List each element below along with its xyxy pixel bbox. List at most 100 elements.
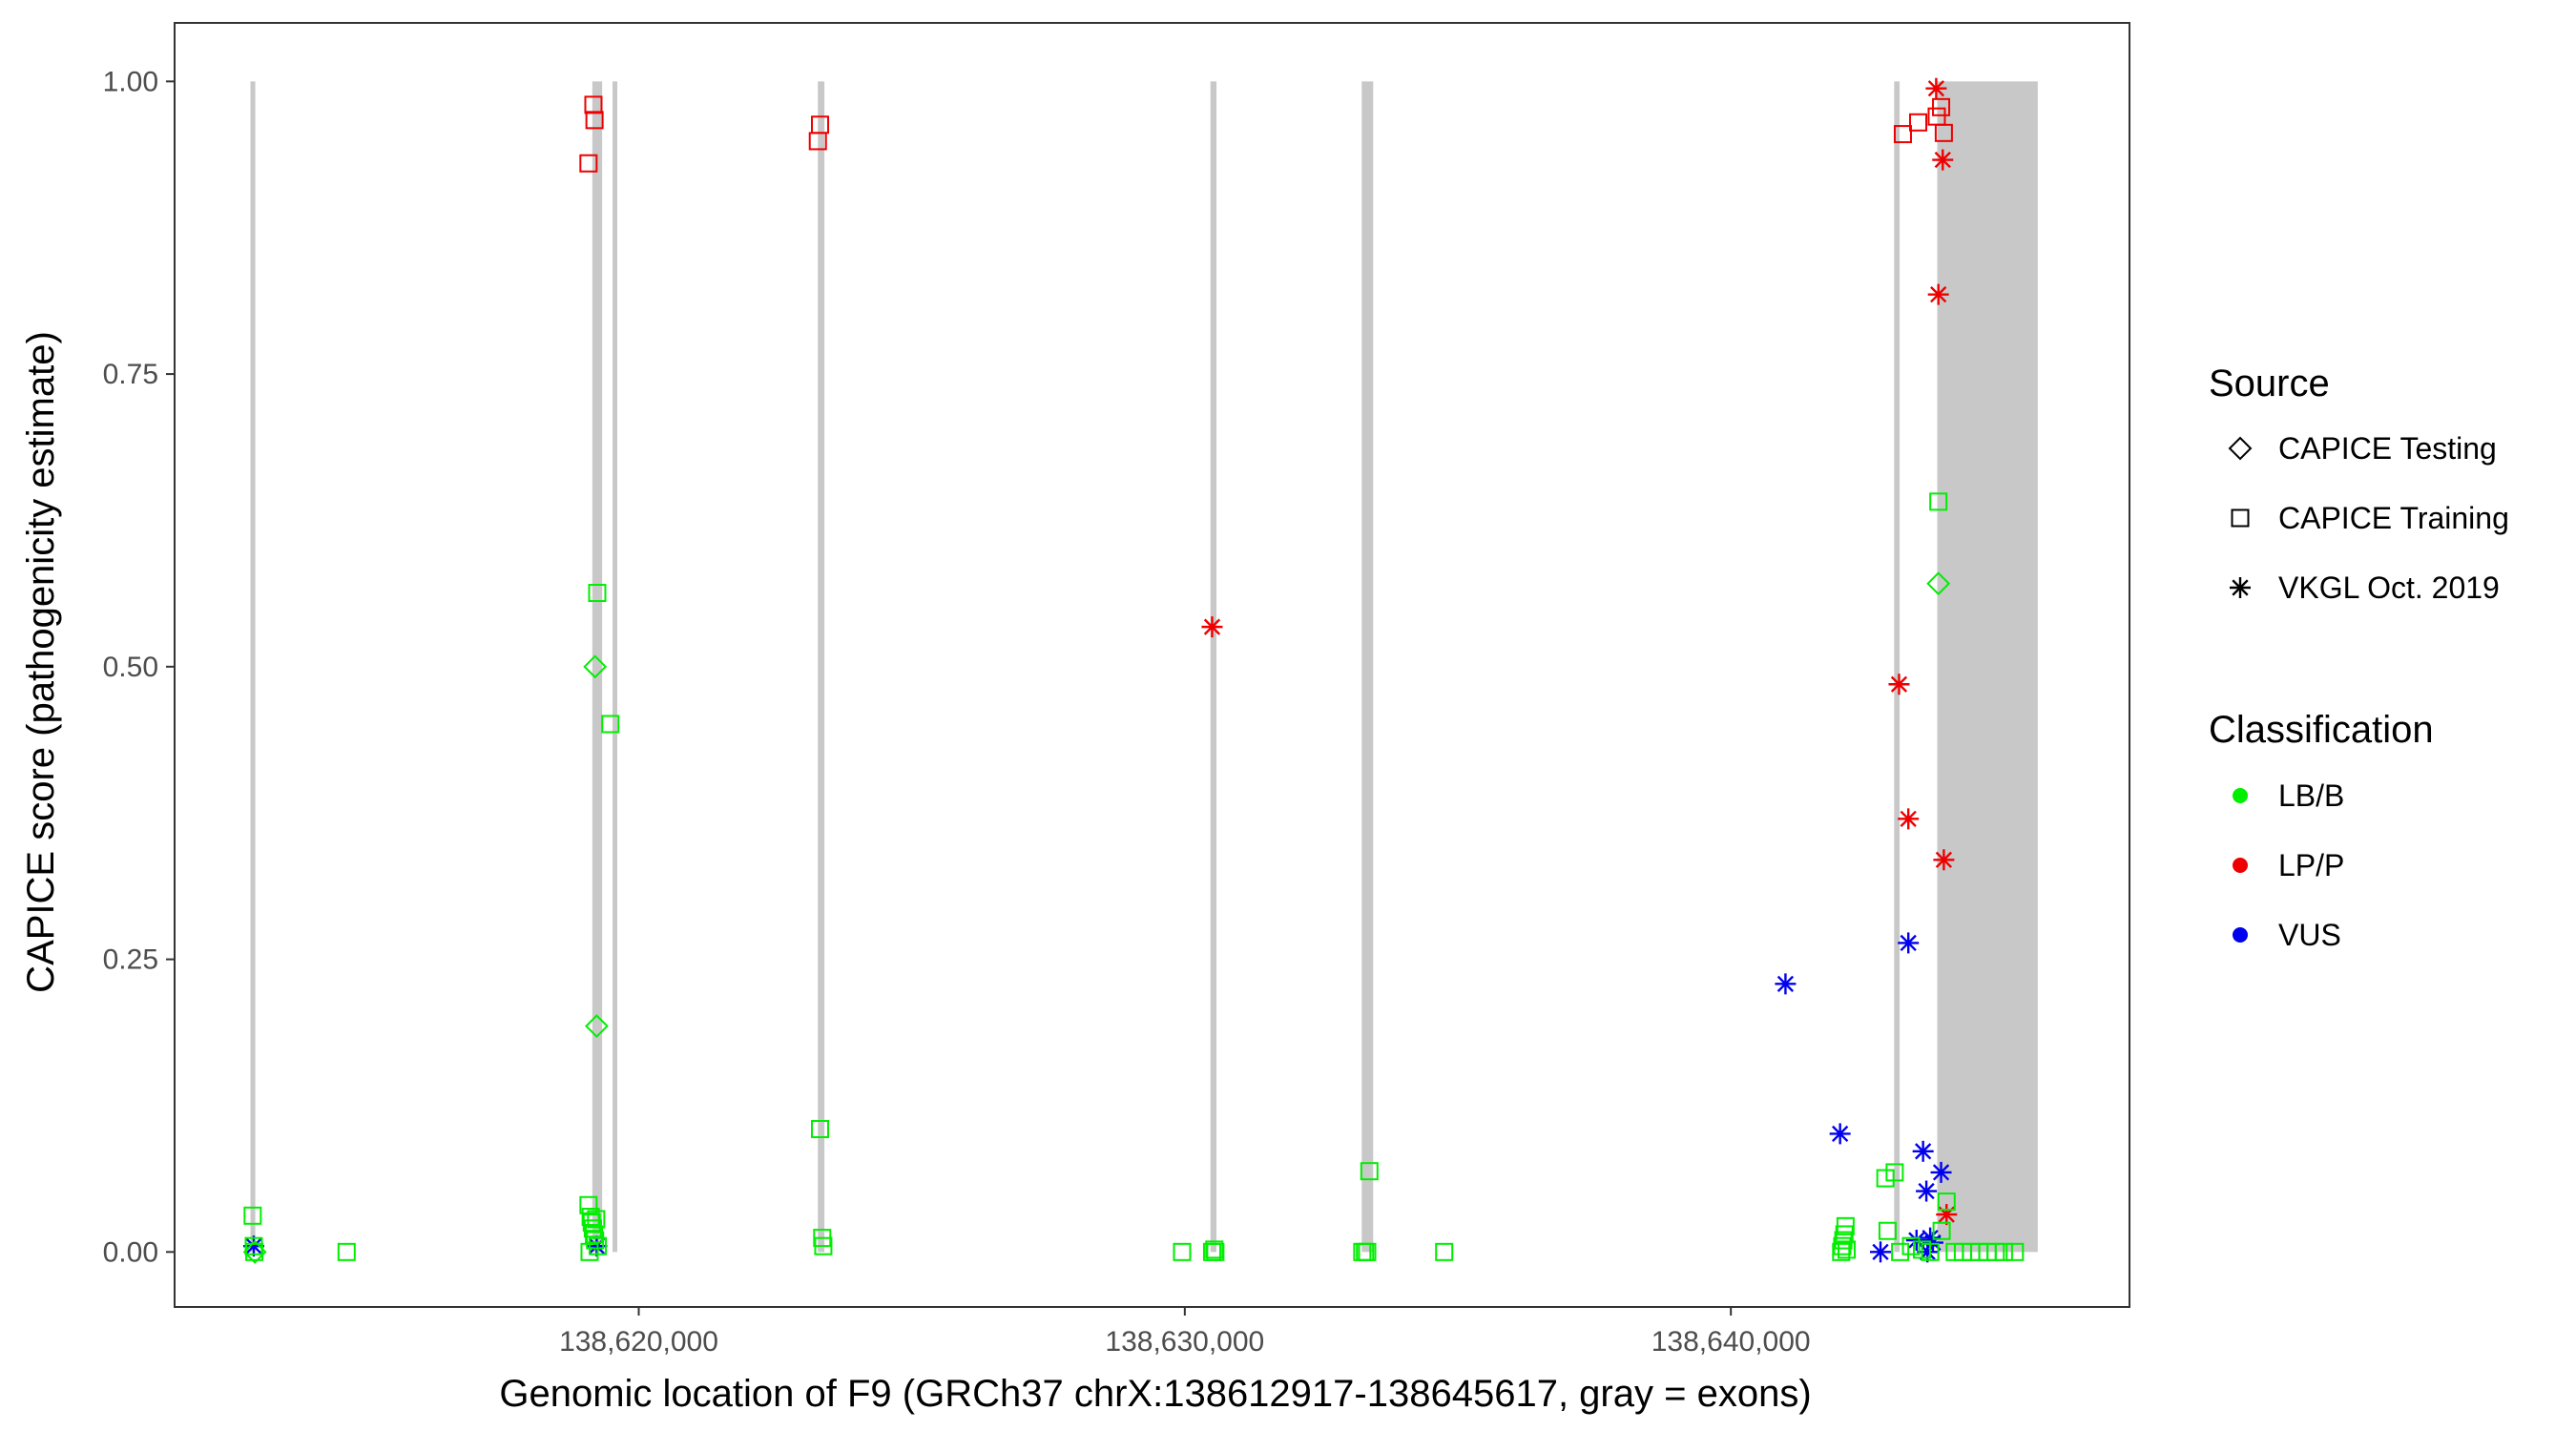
data-point [1912, 1140, 1934, 1162]
data-point [585, 1014, 609, 1038]
data-point [1173, 1242, 1192, 1261]
exon-band [1894, 81, 1901, 1253]
data-point [579, 154, 598, 173]
data-point [1893, 125, 1912, 144]
data-point [1898, 932, 1920, 954]
exon-band [592, 81, 603, 1253]
data-point [1921, 1242, 1940, 1261]
data-point [245, 1242, 264, 1261]
legend-keys: CAPICE Testing CAPICE Training VKGL Oct. 2… [2228, 431, 2509, 952]
data-point [1929, 492, 1948, 511]
y-tick-label: 0.00 [103, 1236, 158, 1268]
data-point [1832, 1242, 1851, 1261]
data-point [1932, 149, 1954, 171]
data-point [1937, 1192, 1956, 1212]
exon-band [1361, 81, 1374, 1253]
data-point [1909, 113, 1928, 132]
legend-class-label: LP/P [2278, 848, 2344, 882]
data-point [1829, 1123, 1851, 1145]
data-point [1833, 1236, 1852, 1255]
x-tick-label: 138,630,000 [1105, 1326, 1264, 1358]
exon-band [1937, 81, 2038, 1253]
data-point [587, 1210, 606, 1229]
legend-classification-title: Classification [2209, 709, 2434, 751]
exon-band [1210, 81, 1217, 1253]
data-point [811, 115, 830, 135]
data-point [583, 654, 608, 679]
data-point [1925, 77, 1947, 99]
data-point [583, 1219, 602, 1238]
data-point [1358, 1242, 1377, 1261]
plot-panel-border [174, 22, 2130, 1308]
data-point [585, 111, 604, 130]
exon-band [250, 81, 256, 1253]
data-point [243, 1206, 262, 1225]
data-point [1834, 1231, 1853, 1250]
data-point [1898, 808, 1920, 830]
y-tick-label: 1.00 [103, 66, 158, 97]
data-point [1933, 849, 1955, 871]
data-point [242, 1239, 267, 1264]
data-point [1932, 97, 1951, 116]
legend-class-key [2233, 858, 2248, 873]
legend: Source Classification CAPICE Testing CAPI… [2209, 363, 2509, 952]
data-point [1878, 1221, 1897, 1240]
y-tick-label: 0.25 [103, 944, 158, 976]
data-point [584, 95, 603, 114]
data-point [1934, 123, 1953, 142]
data-point [1435, 1242, 1454, 1261]
data-point [814, 1236, 833, 1255]
data-point [1885, 1163, 1904, 1182]
data-point [601, 715, 620, 734]
data-point [588, 584, 607, 603]
y-tick-label: 0.50 [103, 652, 158, 683]
data-point [1927, 283, 1949, 305]
legend-class-key [2233, 788, 2248, 803]
data-point [1201, 616, 1223, 638]
y-tick-label: 0.75 [103, 359, 158, 390]
legend-class-label: LB/B [2278, 778, 2344, 813]
legend-source-key [2230, 577, 2251, 598]
data-point [1932, 1221, 1951, 1240]
data-point [1994, 1242, 2013, 1261]
data-point [1360, 1162, 1379, 1181]
legend-source-key [2231, 508, 2250, 528]
data-point [1876, 1169, 1895, 1188]
data-point [337, 1242, 356, 1261]
data-point [1775, 973, 1797, 995]
x-tick-label: 138,640,000 [1652, 1326, 1811, 1358]
legend-source-label: CAPICE Training [2278, 501, 2509, 535]
axes: 0.00 0.25 0.50 0.75 1.00 138,620,000 138,630,0… [103, 66, 1811, 1358]
data-point [1888, 674, 1910, 695]
legend-class-key [2233, 927, 2248, 943]
data-point [1838, 1240, 1857, 1259]
data-point [1901, 1236, 1921, 1255]
data-point [1206, 1242, 1225, 1261]
data-point [589, 1236, 608, 1255]
x-tick-label: 138,620,000 [559, 1326, 718, 1358]
data-point [2005, 1242, 2025, 1261]
point-layer [242, 77, 2025, 1264]
data-point [581, 1208, 600, 1227]
exon-band [613, 81, 618, 1253]
data-point [1870, 1241, 1892, 1263]
x-axis-title: Genomic location of F9 (GRCh37 chrX:1386… [499, 1373, 1811, 1415]
data-point [811, 1119, 830, 1138]
data-point [585, 1225, 604, 1244]
legend-source-label: CAPICE Testing [2278, 431, 2497, 466]
exon-layer [250, 81, 2038, 1253]
y-axis-title: CAPICE score (pathogenicity estimate) [20, 331, 62, 993]
data-point [1205, 1240, 1224, 1259]
data-point [1891, 1242, 1910, 1261]
data-point [582, 1213, 601, 1233]
legend-source-title: Source [2209, 363, 2330, 404]
data-point [1916, 1180, 1938, 1202]
data-point [1926, 571, 1951, 596]
data-point [1836, 1216, 1855, 1235]
legend-source-key [2228, 436, 2253, 461]
legend-class-label: VUS [2278, 918, 2341, 952]
data-point [1930, 1161, 1952, 1183]
exon-band [818, 81, 825, 1253]
data-point [586, 1231, 605, 1250]
